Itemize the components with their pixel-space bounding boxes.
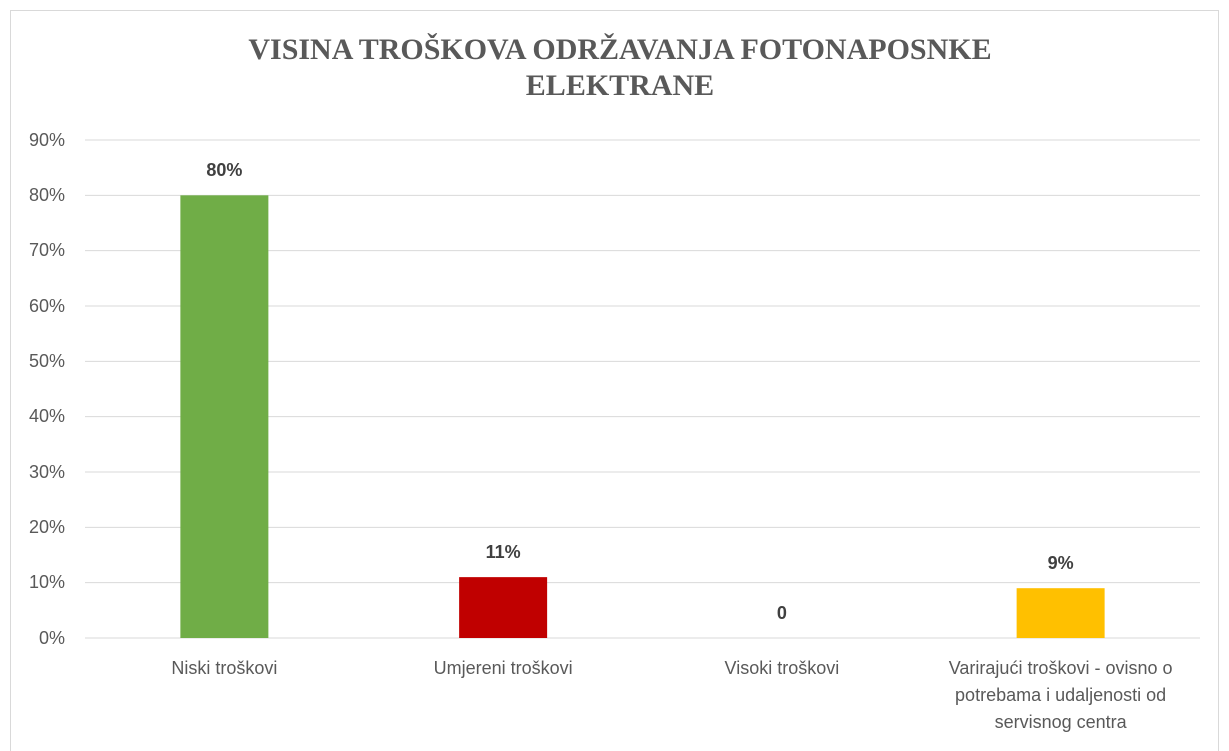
chart-border <box>10 10 1219 751</box>
y-tick-label: 50% <box>28 350 65 371</box>
y-tick-label: 10% <box>28 572 65 593</box>
bar <box>459 577 548 638</box>
value-label: 80% <box>206 160 242 180</box>
value-label: 0 <box>777 603 787 623</box>
y-tick-label: 60% <box>28 295 65 316</box>
y-tick-label: 30% <box>28 461 65 482</box>
bar <box>1016 588 1105 638</box>
x-tick-label: Umjereni troškovi <box>433 658 573 678</box>
y-tick-label: 90% <box>28 129 65 150</box>
value-label: 9% <box>1048 553 1074 573</box>
y-tick-label: 80% <box>28 184 65 205</box>
y-tick-label: 40% <box>28 406 65 427</box>
y-tick-label: 70% <box>28 240 65 261</box>
x-tick-label: Niski troškovi <box>171 658 278 678</box>
chart-title: VISINA TROŠKOVA ODRŽAVANJA FOTONAPOSNKE … <box>248 33 992 102</box>
y-tick-label: 20% <box>28 516 65 537</box>
bar <box>180 195 269 639</box>
y-tick-label: 0% <box>38 627 65 648</box>
x-tick-label: Varirajući troškovi - ovisno o potrebama… <box>948 658 1173 732</box>
value-label: 11% <box>486 542 521 562</box>
x-tick-label: Visoki troškovi <box>724 658 840 678</box>
